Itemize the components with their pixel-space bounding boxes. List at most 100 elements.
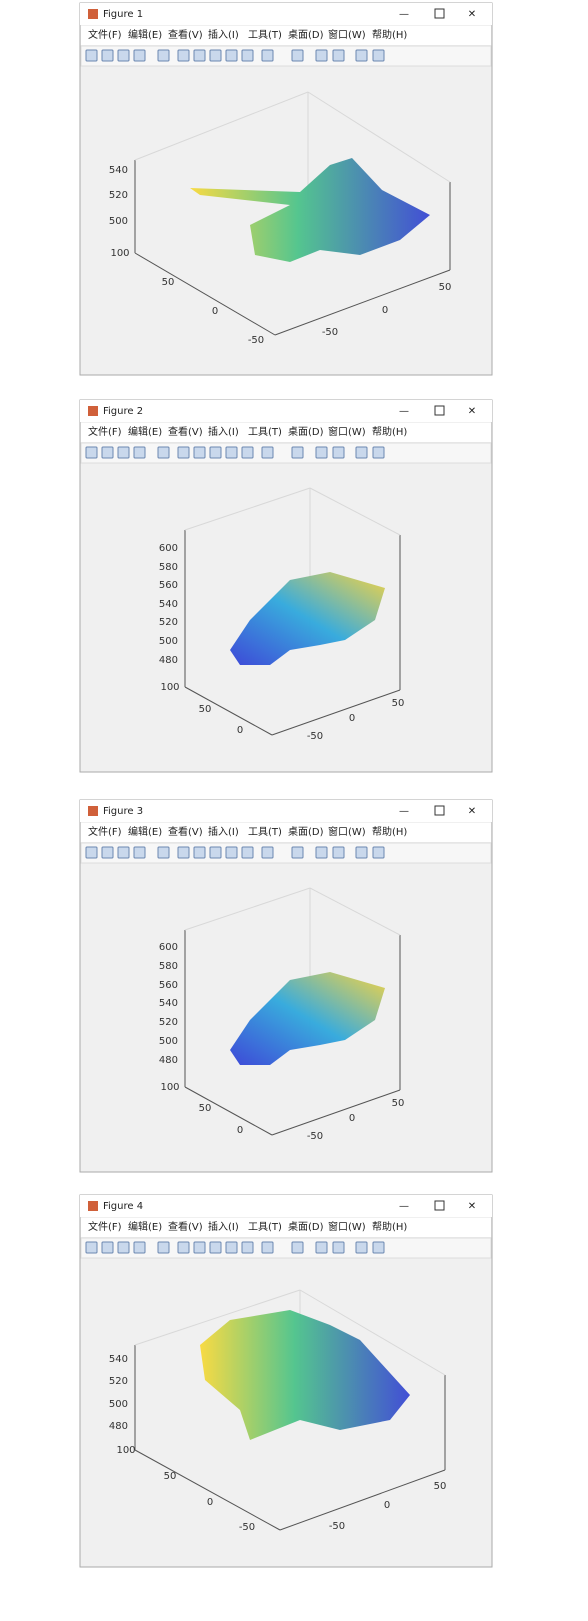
toolbar-button[interactable] [85, 846, 98, 859]
menu-item[interactable]: 窗口(W) [328, 825, 366, 838]
menu-item[interactable]: 工具(T) [248, 29, 282, 41]
minimize-button[interactable]: — [399, 9, 409, 20]
menu-item[interactable]: 桌面(D) [288, 825, 324, 838]
menu-item[interactable]: 工具(T) [248, 1221, 282, 1233]
menu-item[interactable]: 桌面(D) [288, 1220, 324, 1233]
close-button[interactable]: ✕ [468, 806, 476, 817]
toolbar-button[interactable] [101, 846, 114, 859]
toolbar-button[interactable] [332, 446, 345, 459]
menu-item[interactable]: 文件(F) [88, 1220, 122, 1233]
toolbar-button[interactable] [177, 846, 190, 859]
menu-item[interactable]: 插入(I) [208, 825, 239, 838]
toolbar-button[interactable] [157, 846, 170, 859]
menu-item[interactable]: 编辑(E) [128, 825, 162, 838]
toolbar-button[interactable] [315, 49, 328, 62]
maximize-button[interactable] [434, 1200, 445, 1211]
menu-item[interactable]: 插入(I) [208, 28, 239, 41]
toolbar-button[interactable] [315, 1241, 328, 1254]
toolbar-button[interactable] [225, 846, 238, 859]
toolbar-button[interactable] [355, 446, 368, 459]
toolbar-button[interactable] [101, 49, 114, 62]
toolbar-button[interactable] [157, 446, 170, 459]
toolbar-button[interactable] [193, 846, 206, 859]
close-button[interactable]: ✕ [468, 406, 476, 417]
menu-item[interactable]: 窗口(W) [328, 1220, 366, 1233]
menu-item[interactable]: 编辑(E) [128, 28, 162, 41]
close-button[interactable]: ✕ [468, 1201, 476, 1212]
toolbar-button[interactable] [225, 49, 238, 62]
menu-item[interactable]: 插入(I) [208, 425, 239, 438]
toolbar-button[interactable] [291, 446, 304, 459]
toolbar-button[interactable] [133, 446, 146, 459]
toolbar-button[interactable] [372, 1241, 385, 1254]
toolbar-button[interactable] [261, 49, 274, 62]
toolbar-button[interactable] [117, 446, 130, 459]
menu-item[interactable]: 编辑(E) [128, 425, 162, 438]
menu-item[interactable]: 桌面(D) [288, 28, 324, 41]
toolbar-button[interactable] [117, 49, 130, 62]
toolbar-button[interactable] [332, 846, 345, 859]
menu-item[interactable]: 帮助(H) [372, 1220, 407, 1233]
toolbar-button[interactable] [332, 1241, 345, 1254]
toolbar-button[interactable] [261, 446, 274, 459]
menu-item[interactable]: 查看(V) [168, 425, 203, 438]
toolbar-button[interactable] [133, 846, 146, 859]
toolbar-button[interactable] [225, 1241, 238, 1254]
menu-item[interactable]: 编辑(E) [128, 1220, 162, 1233]
toolbar-button[interactable] [315, 446, 328, 459]
minimize-button[interactable]: — [399, 806, 409, 817]
toolbar-button[interactable] [225, 446, 238, 459]
toolbar-button[interactable] [261, 1241, 274, 1254]
menu-item[interactable]: 查看(V) [168, 825, 203, 838]
menu-item[interactable]: 帮助(H) [372, 425, 407, 438]
toolbar-button[interactable] [101, 446, 114, 459]
menu-item[interactable]: 工具(T) [248, 426, 282, 438]
toolbar-button[interactable] [241, 49, 254, 62]
toolbar-button[interactable] [261, 846, 274, 859]
toolbar-button[interactable] [157, 49, 170, 62]
menu-item[interactable]: 文件(F) [88, 425, 122, 438]
toolbar-button[interactable] [85, 49, 98, 62]
toolbar-button[interactable] [117, 1241, 130, 1254]
menu-item[interactable]: 文件(F) [88, 825, 122, 838]
toolbar-button[interactable] [241, 846, 254, 859]
toolbar-button[interactable] [193, 49, 206, 62]
toolbar-button[interactable] [332, 49, 345, 62]
menu-item[interactable]: 帮助(H) [372, 825, 407, 838]
menu-item[interactable]: 插入(I) [208, 1220, 239, 1233]
toolbar-button[interactable] [209, 446, 222, 459]
maximize-button[interactable] [434, 405, 445, 416]
minimize-button[interactable]: — [399, 1201, 409, 1212]
menu-item[interactable]: 窗口(W) [328, 425, 366, 438]
menu-item[interactable]: 工具(T) [248, 826, 282, 838]
toolbar-button[interactable] [355, 846, 368, 859]
toolbar-button[interactable] [291, 1241, 304, 1254]
toolbar-button[interactable] [193, 446, 206, 459]
toolbar-button[interactable] [291, 846, 304, 859]
toolbar-button[interactable] [372, 49, 385, 62]
menu-item[interactable]: 帮助(H) [372, 28, 407, 41]
minimize-button[interactable]: — [399, 406, 409, 417]
toolbar-button[interactable] [209, 49, 222, 62]
toolbar-button[interactable] [177, 1241, 190, 1254]
toolbar-button[interactable] [193, 1241, 206, 1254]
maximize-button[interactable] [434, 805, 445, 816]
toolbar-button[interactable] [133, 49, 146, 62]
toolbar-button[interactable] [372, 446, 385, 459]
toolbar-button[interactable] [101, 1241, 114, 1254]
toolbar-button[interactable] [315, 846, 328, 859]
toolbar-button[interactable] [157, 1241, 170, 1254]
toolbar-button[interactable] [355, 1241, 368, 1254]
maximize-button[interactable] [434, 8, 445, 19]
toolbar-button[interactable] [85, 446, 98, 459]
toolbar-button[interactable] [372, 846, 385, 859]
toolbar-button[interactable] [355, 49, 368, 62]
toolbar-button[interactable] [177, 49, 190, 62]
toolbar-button[interactable] [291, 49, 304, 62]
toolbar-button[interactable] [209, 1241, 222, 1254]
toolbar-button[interactable] [209, 846, 222, 859]
toolbar-button[interactable] [133, 1241, 146, 1254]
menu-item[interactable]: 查看(V) [168, 1220, 203, 1233]
toolbar-button[interactable] [117, 846, 130, 859]
toolbar-button[interactable] [241, 446, 254, 459]
